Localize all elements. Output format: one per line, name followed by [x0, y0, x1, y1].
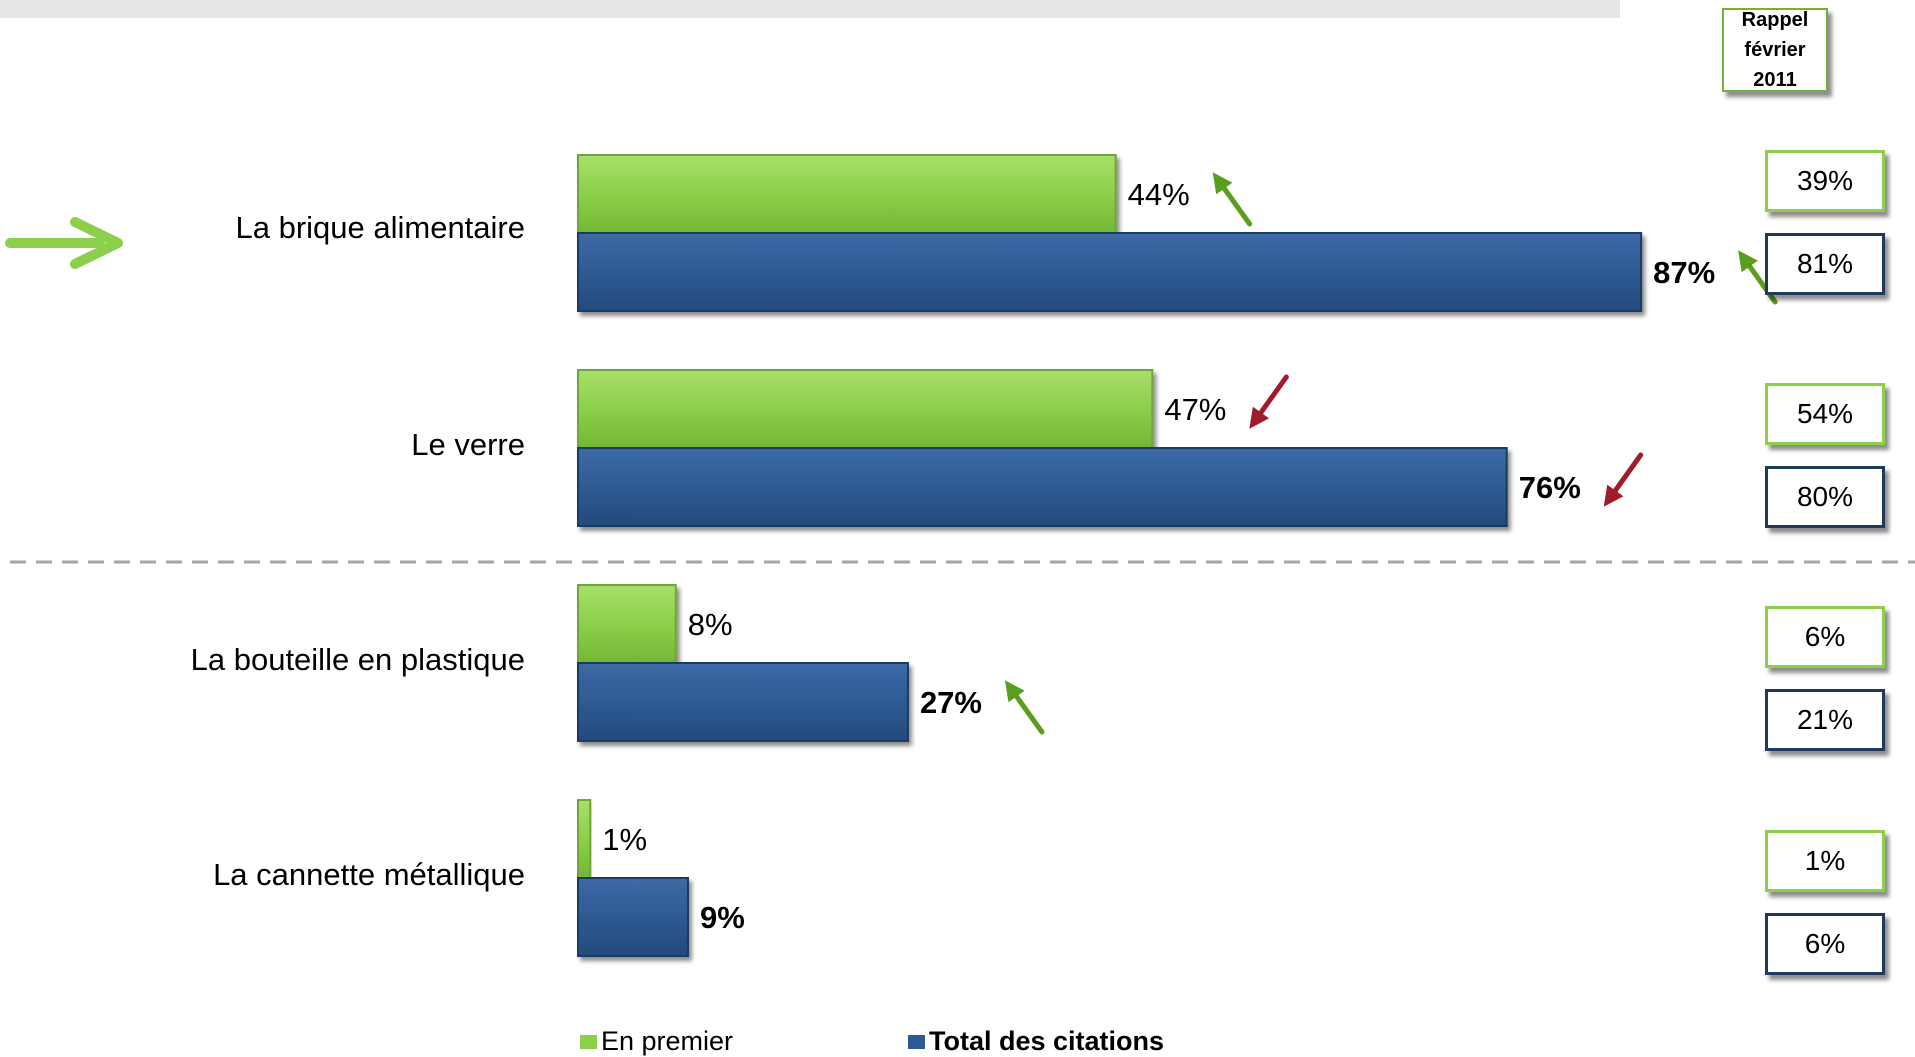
value-label-en-premier-verre: 47%: [1164, 392, 1226, 427]
category-label-verre: Le verre: [411, 427, 525, 462]
category-label-brique: La brique alimentaire: [235, 210, 525, 245]
trend-down-arrow-icon: [1603, 452, 1644, 507]
value-label-total-plastique: 27%: [920, 685, 982, 720]
rappel-total-brique: 81%: [1765, 233, 1885, 295]
value-label-total-brique: 87%: [1653, 255, 1715, 290]
legend-swatch-blue: [908, 1034, 925, 1049]
category-label-cannette: La cannette métallique: [213, 857, 525, 892]
trend-down-arrow-icon: [1249, 374, 1289, 429]
rappel-total-cannette: 6%: [1765, 913, 1885, 975]
legend-swatch-green: [580, 1034, 597, 1049]
legend-label-total: Total des citations: [929, 1026, 1165, 1056]
bar-total-plastique: [577, 662, 909, 742]
legend-total: Total des citations: [908, 1026, 1164, 1057]
rappel-total-verre: 80%: [1765, 466, 1885, 528]
value-label-en-premier-cannette: 1%: [602, 822, 647, 857]
trend-up-arrow-icon: [1212, 172, 1253, 227]
bar-en-premier-verre: [577, 369, 1154, 449]
rappel-title-line1: Rappel: [1741, 9, 1809, 31]
trend-up-arrow-icon: [1738, 250, 1778, 305]
trend-up-arrow-icon: [1004, 680, 1045, 735]
bar-en-premier-plastique: [577, 584, 677, 664]
legend-label-en-premier: En premier: [601, 1026, 734, 1056]
bar-total-verre: [577, 447, 1508, 527]
value-label-en-premier-plastique: 8%: [688, 607, 733, 642]
rappel-title-line2: février 2011: [1744, 39, 1806, 91]
rappel-en-premier-cannette: 1%: [1765, 830, 1885, 892]
bar-total-cannette: [577, 877, 689, 957]
bar-en-premier-cannette: [577, 799, 592, 879]
legend-en-premier: En premier: [580, 1026, 733, 1057]
value-label-en-premier-brique: 44%: [1128, 177, 1190, 212]
bar-total-brique: [577, 232, 1643, 312]
value-label-total-cannette: 9%: [700, 900, 745, 935]
rappel-header: Rappel février 2011: [1722, 8, 1828, 92]
value-label-total-verre: 76%: [1519, 470, 1581, 505]
rappel-total-plastique: 21%: [1765, 689, 1885, 751]
rappel-en-premier-plastique: 6%: [1765, 606, 1885, 668]
bar-en-premier-brique: [577, 154, 1117, 234]
top-band: [0, 0, 1620, 18]
highlight-arrow-icon: [5, 217, 123, 269]
rappel-en-premier-verre: 54%: [1765, 383, 1885, 445]
category-label-plastique: La bouteille en plastique: [191, 642, 525, 677]
rappel-en-premier-brique: 39%: [1765, 150, 1885, 212]
